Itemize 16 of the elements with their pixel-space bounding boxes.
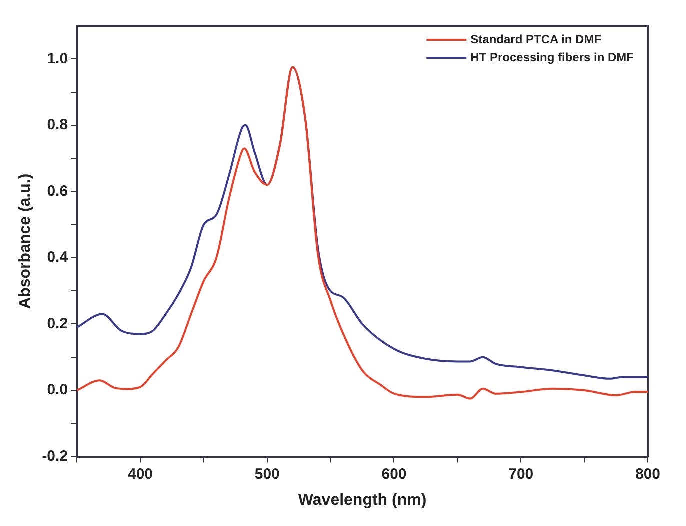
x-axis-title: Wavelength (nm)	[298, 492, 427, 509]
y-tick-label: 0.4	[47, 249, 69, 266]
legend-label: HT Processing fibers in DMF	[470, 50, 634, 64]
x-tick-label: 600	[382, 466, 407, 483]
y-tick-label: -0.2	[42, 448, 68, 465]
y-tick-label: 0.6	[47, 182, 68, 200]
y-tick-label: 1.0	[47, 50, 68, 68]
x-tick-label: 400	[128, 466, 153, 483]
x-tick-label: 800	[635, 466, 661, 483]
x-tick-label: 700	[508, 466, 534, 483]
y-axis-title: Absorbance (a.u.)	[17, 174, 34, 309]
y-tick-label: 0.8	[47, 116, 68, 134]
x-tick-label: 500	[254, 466, 280, 483]
y-tick-label: 0.0	[47, 382, 68, 399]
y-tick-label: 0.2	[47, 315, 68, 332]
legend-label: Standard PTCA in DMF	[470, 32, 602, 46]
